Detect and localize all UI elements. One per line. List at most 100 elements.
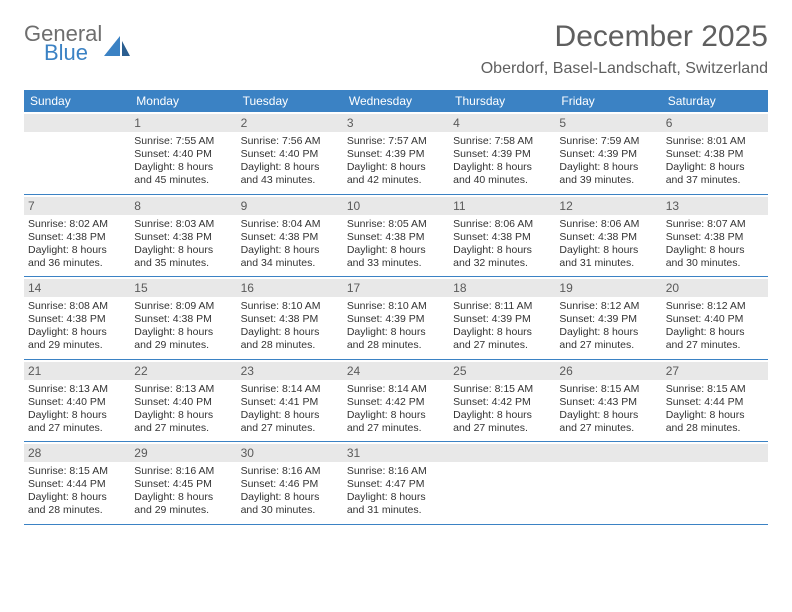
day-info: Sunrise: 7:55 AMSunset: 4:40 PMDaylight:… [134,135,232,188]
sunrise-text: Sunrise: 8:15 AM [453,383,551,396]
day-info: Sunrise: 8:16 AMSunset: 4:46 PMDaylight:… [241,465,339,518]
location-text: Oberdorf, Basel-Landschaft, Switzerland [481,60,768,78]
day-number: 7 [24,197,130,215]
sunset-text: Sunset: 4:38 PM [241,231,339,244]
day-number-empty [24,114,130,132]
sunrise-text: Sunrise: 8:04 AM [241,218,339,231]
sunrise-text: Sunrise: 7:55 AM [134,135,232,148]
day-number: 14 [24,279,130,297]
sunset-text: Sunset: 4:38 PM [134,231,232,244]
sunrise-text: Sunrise: 8:16 AM [347,465,445,478]
logo-sail-icon [104,36,130,58]
day-info: Sunrise: 8:01 AMSunset: 4:38 PMDaylight:… [666,135,764,188]
day-number: 16 [237,279,343,297]
sunrise-text: Sunrise: 8:02 AM [28,218,126,231]
daylight-text: Daylight: 8 hours and 30 minutes. [666,244,764,270]
day-info: Sunrise: 8:11 AMSunset: 4:39 PMDaylight:… [453,300,551,353]
daylight-text: Daylight: 8 hours and 40 minutes. [453,161,551,187]
sunset-text: Sunset: 4:39 PM [347,148,445,161]
day-info: Sunrise: 8:15 AMSunset: 4:42 PMDaylight:… [453,383,551,436]
day-cell: 23Sunrise: 8:14 AMSunset: 4:41 PMDayligh… [237,360,343,442]
day-cell: 2Sunrise: 7:56 AMSunset: 4:40 PMDaylight… [237,112,343,194]
week-row: 28Sunrise: 8:15 AMSunset: 4:44 PMDayligh… [24,442,768,525]
day-info: Sunrise: 8:05 AMSunset: 4:38 PMDaylight:… [347,218,445,271]
day-info: Sunrise: 8:14 AMSunset: 4:42 PMDaylight:… [347,383,445,436]
week-row: 7Sunrise: 8:02 AMSunset: 4:38 PMDaylight… [24,195,768,278]
sunset-text: Sunset: 4:38 PM [666,231,764,244]
day-number: 31 [343,444,449,462]
sunrise-text: Sunrise: 8:06 AM [453,218,551,231]
day-number: 25 [449,362,555,380]
sunrise-text: Sunrise: 8:14 AM [347,383,445,396]
sunset-text: Sunset: 4:42 PM [453,396,551,409]
weekday-header: Sunday [24,90,130,112]
day-number: 12 [555,197,661,215]
day-cell: 14Sunrise: 8:08 AMSunset: 4:38 PMDayligh… [24,277,130,359]
day-number: 2 [237,114,343,132]
day-number: 10 [343,197,449,215]
day-number: 9 [237,197,343,215]
sunrise-text: Sunrise: 8:11 AM [453,300,551,313]
daylight-text: Daylight: 8 hours and 27 minutes. [134,409,232,435]
daylight-text: Daylight: 8 hours and 27 minutes. [666,326,764,352]
day-cell: 13Sunrise: 8:07 AMSunset: 4:38 PMDayligh… [662,195,768,277]
sunrise-text: Sunrise: 7:58 AM [453,135,551,148]
day-cell: 18Sunrise: 8:11 AMSunset: 4:39 PMDayligh… [449,277,555,359]
day-cell [24,112,130,194]
sunset-text: Sunset: 4:38 PM [347,231,445,244]
daylight-text: Daylight: 8 hours and 32 minutes. [453,244,551,270]
day-cell: 30 Sunrise: 8:16 AMSunset: 4:46 PMDayligh… [237,442,343,524]
sunrise-text: Sunrise: 8:07 AM [666,218,764,231]
daylight-text: Daylight: 8 hours and 29 minutes. [28,326,126,352]
day-cell: 6Sunrise: 8:01 AMSunset: 4:38 PMDaylight… [662,112,768,194]
sunset-text: Sunset: 4:46 PM [241,478,339,491]
day-number: 28 [24,444,130,462]
daylight-text: Daylight: 8 hours and 34 minutes. [241,244,339,270]
weekday-header: Saturday [662,90,768,112]
day-info: Sunrise: 7:58 AMSunset: 4:39 PMDaylight:… [453,135,551,188]
daylight-text: Daylight: 8 hours and 27 minutes. [347,409,445,435]
day-info: Sunrise: 8:10 AMSunset: 4:39 PMDaylight:… [347,300,445,353]
day-number-empty [449,444,555,462]
sunset-text: Sunset: 4:39 PM [453,148,551,161]
daylight-text: Daylight: 8 hours and 27 minutes. [453,409,551,435]
daylight-text: Daylight: 8 hours and 31 minutes. [347,491,445,517]
day-cell: 8Sunrise: 8:03 AMSunset: 4:38 PMDaylight… [130,195,236,277]
sunset-text: Sunset: 4:40 PM [241,148,339,161]
logo: General Blue [24,24,130,64]
daylight-text: Daylight: 8 hours and 29 minutes. [134,491,232,517]
day-number: 3 [343,114,449,132]
day-number: 26 [555,362,661,380]
day-number: 20 [662,279,768,297]
weekday-header: Thursday [449,90,555,112]
day-number: 30 [237,444,343,462]
day-cell: 31Sunrise: 8:16 AMSunset: 4:47 PMDayligh… [343,442,449,524]
daylight-text: Daylight: 8 hours and 45 minutes. [134,161,232,187]
day-number: 17 [343,279,449,297]
day-number: 29 [130,444,236,462]
day-cell: 24Sunrise: 8:14 AMSunset: 4:42 PMDayligh… [343,360,449,442]
sunrise-text: Sunrise: 8:15 AM [28,465,126,478]
sunset-text: Sunset: 4:40 PM [134,148,232,161]
daylight-text: Daylight: 8 hours and 39 minutes. [559,161,657,187]
sunset-text: Sunset: 4:40 PM [28,396,126,409]
sunset-text: Sunset: 4:38 PM [134,313,232,326]
daylight-text: Daylight: 8 hours and 29 minutes. [134,326,232,352]
day-number: 23 [237,362,343,380]
day-info: Sunrise: 8:15 AMSunset: 4:43 PMDaylight:… [559,383,657,436]
day-cell: 20Sunrise: 8:12 AMSunset: 4:40 PMDayligh… [662,277,768,359]
daylight-text: Daylight: 8 hours and 28 minutes. [666,409,764,435]
day-number: 11 [449,197,555,215]
sunset-text: Sunset: 4:42 PM [347,396,445,409]
day-cell: 28Sunrise: 8:15 AMSunset: 4:44 PMDayligh… [24,442,130,524]
day-info: Sunrise: 8:13 AMSunset: 4:40 PMDaylight:… [28,383,126,436]
day-cell: 11Sunrise: 8:06 AMSunset: 4:38 PMDayligh… [449,195,555,277]
day-number: 15 [130,279,236,297]
day-number: 27 [662,362,768,380]
day-number: 5 [555,114,661,132]
sunset-text: Sunset: 4:38 PM [28,313,126,326]
daylight-text: Daylight: 8 hours and 30 minutes. [241,491,339,517]
week-row: 14Sunrise: 8:08 AMSunset: 4:38 PMDayligh… [24,277,768,360]
daylight-text: Daylight: 8 hours and 27 minutes. [453,326,551,352]
daylight-text: Daylight: 8 hours and 31 minutes. [559,244,657,270]
